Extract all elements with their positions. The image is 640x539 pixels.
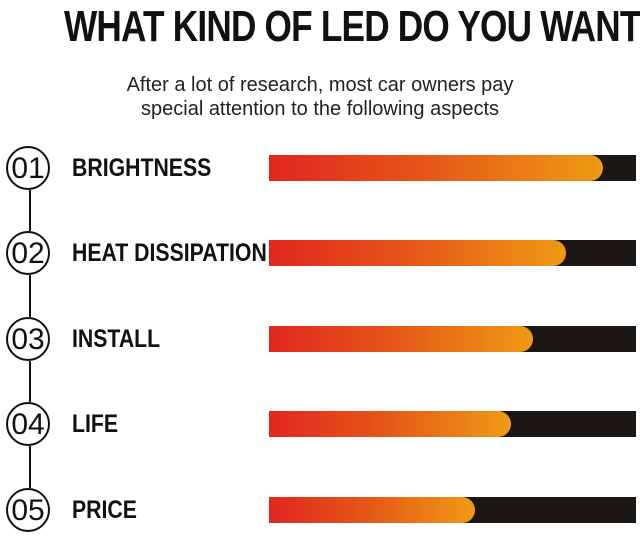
connector-line <box>29 190 31 231</box>
rating-bar-fill <box>269 326 534 352</box>
subtitle-line-1: After a lot of research, most car owners… <box>126 74 514 96</box>
rating-bar-track <box>269 326 636 352</box>
step-number-circle: 01 <box>6 146 50 190</box>
page-title: WHAT KIND OF LED DO YOU WANT? <box>64 2 640 51</box>
aspect-label: BRIGHTNESS <box>72 154 212 182</box>
step-number-circle: 05 <box>6 488 50 532</box>
rating-bar-track <box>269 411 636 437</box>
rating-bar-fill <box>269 240 567 266</box>
rating-bar-track <box>269 155 636 181</box>
aspect-label: LIFE <box>72 410 119 438</box>
connector-line <box>29 446 31 488</box>
connector-line <box>29 361 31 402</box>
step-number-circle: 02 <box>6 231 50 275</box>
aspect-label: PRICE <box>72 496 137 524</box>
aspect-label: HEAT DISSIPATION <box>72 239 267 267</box>
step-number-circle: 04 <box>6 402 50 446</box>
subtitle-line-2: special attention to the following aspec… <box>141 98 499 120</box>
rating-bar-track <box>269 497 636 523</box>
connector-line <box>29 275 31 317</box>
step-number-circle: 03 <box>6 317 50 361</box>
rating-bar-fill <box>269 497 475 523</box>
rating-bar-track <box>269 240 636 266</box>
rating-bar-fill <box>269 411 512 437</box>
aspect-label: INSTALL <box>72 325 161 353</box>
rating-bar-fill <box>269 155 603 181</box>
